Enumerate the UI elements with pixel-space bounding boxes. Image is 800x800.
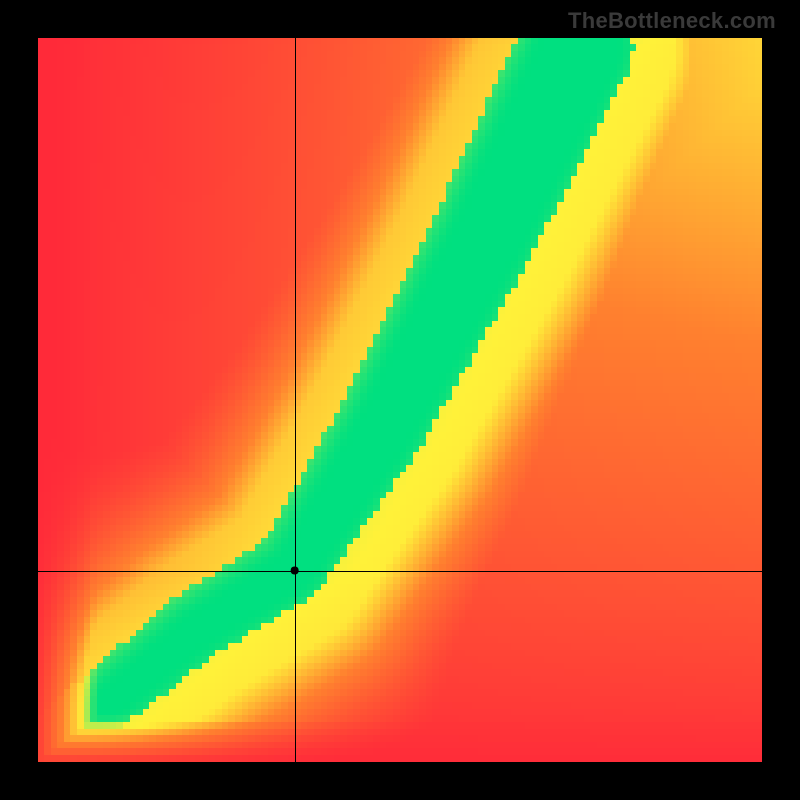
bottleneck-heatmap (38, 38, 762, 762)
watermark-text: TheBottleneck.com (568, 8, 776, 34)
